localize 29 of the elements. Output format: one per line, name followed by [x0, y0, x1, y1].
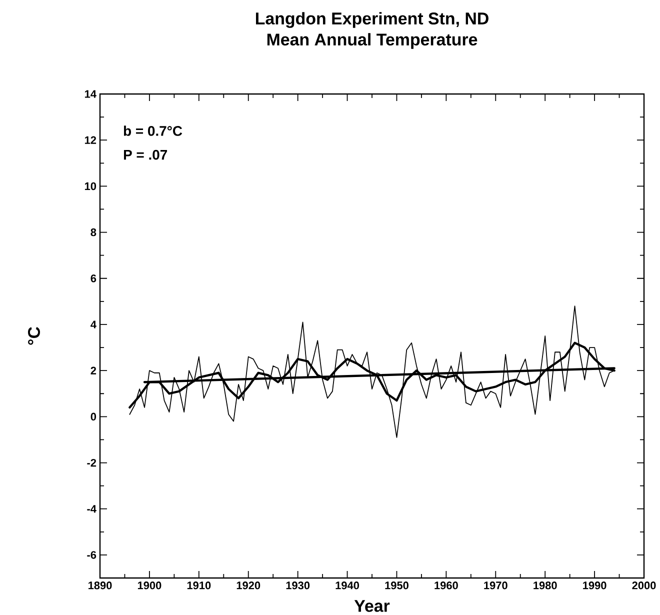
- x-tick-label: 1970: [484, 582, 508, 590]
- y-tick-label: -2: [87, 458, 96, 467]
- annotation: P = .07: [124, 150, 168, 160]
- x-tick-label: 1900: [138, 582, 162, 590]
- y-tick-label: 4: [90, 320, 96, 328]
- chart-subtitle: Mean Annual Temperature: [267, 33, 478, 49]
- x-tick-label: 1960: [434, 582, 458, 590]
- x-tick-label: 1950: [385, 582, 408, 590]
- y-tick-label: 12: [84, 136, 96, 144]
- x-tick-label: 1940: [336, 582, 360, 590]
- chart-title: Langdon Experiment Stn, ND: [256, 12, 488, 28]
- x-tick-label: 1920: [236, 582, 260, 590]
- x-tick-label: 1990: [583, 582, 606, 590]
- x-tick-label: 2000: [632, 582, 656, 590]
- y-tick-label: 10: [84, 182, 96, 190]
- y-tick-label: 2: [90, 366, 96, 374]
- x-axis-title: Year: [354, 600, 390, 612]
- y-tick-label: 6: [90, 274, 96, 282]
- x-tick-label: 1910: [187, 582, 211, 590]
- y-tick-label: 0: [90, 412, 96, 421]
- y-axis-title: °C: [28, 326, 40, 345]
- y-tick-label: -6: [87, 551, 96, 559]
- annotation: b = 0.7°C: [124, 126, 182, 136]
- y-tick-label: 8: [90, 228, 96, 236]
- y-tick-label: 14: [84, 90, 96, 98]
- x-tick-label: 1980: [534, 582, 557, 590]
- x-tick-label: 1930: [286, 582, 310, 590]
- x-tick-label: 1890: [88, 582, 112, 590]
- y-tick-label: -4: [87, 505, 96, 513]
